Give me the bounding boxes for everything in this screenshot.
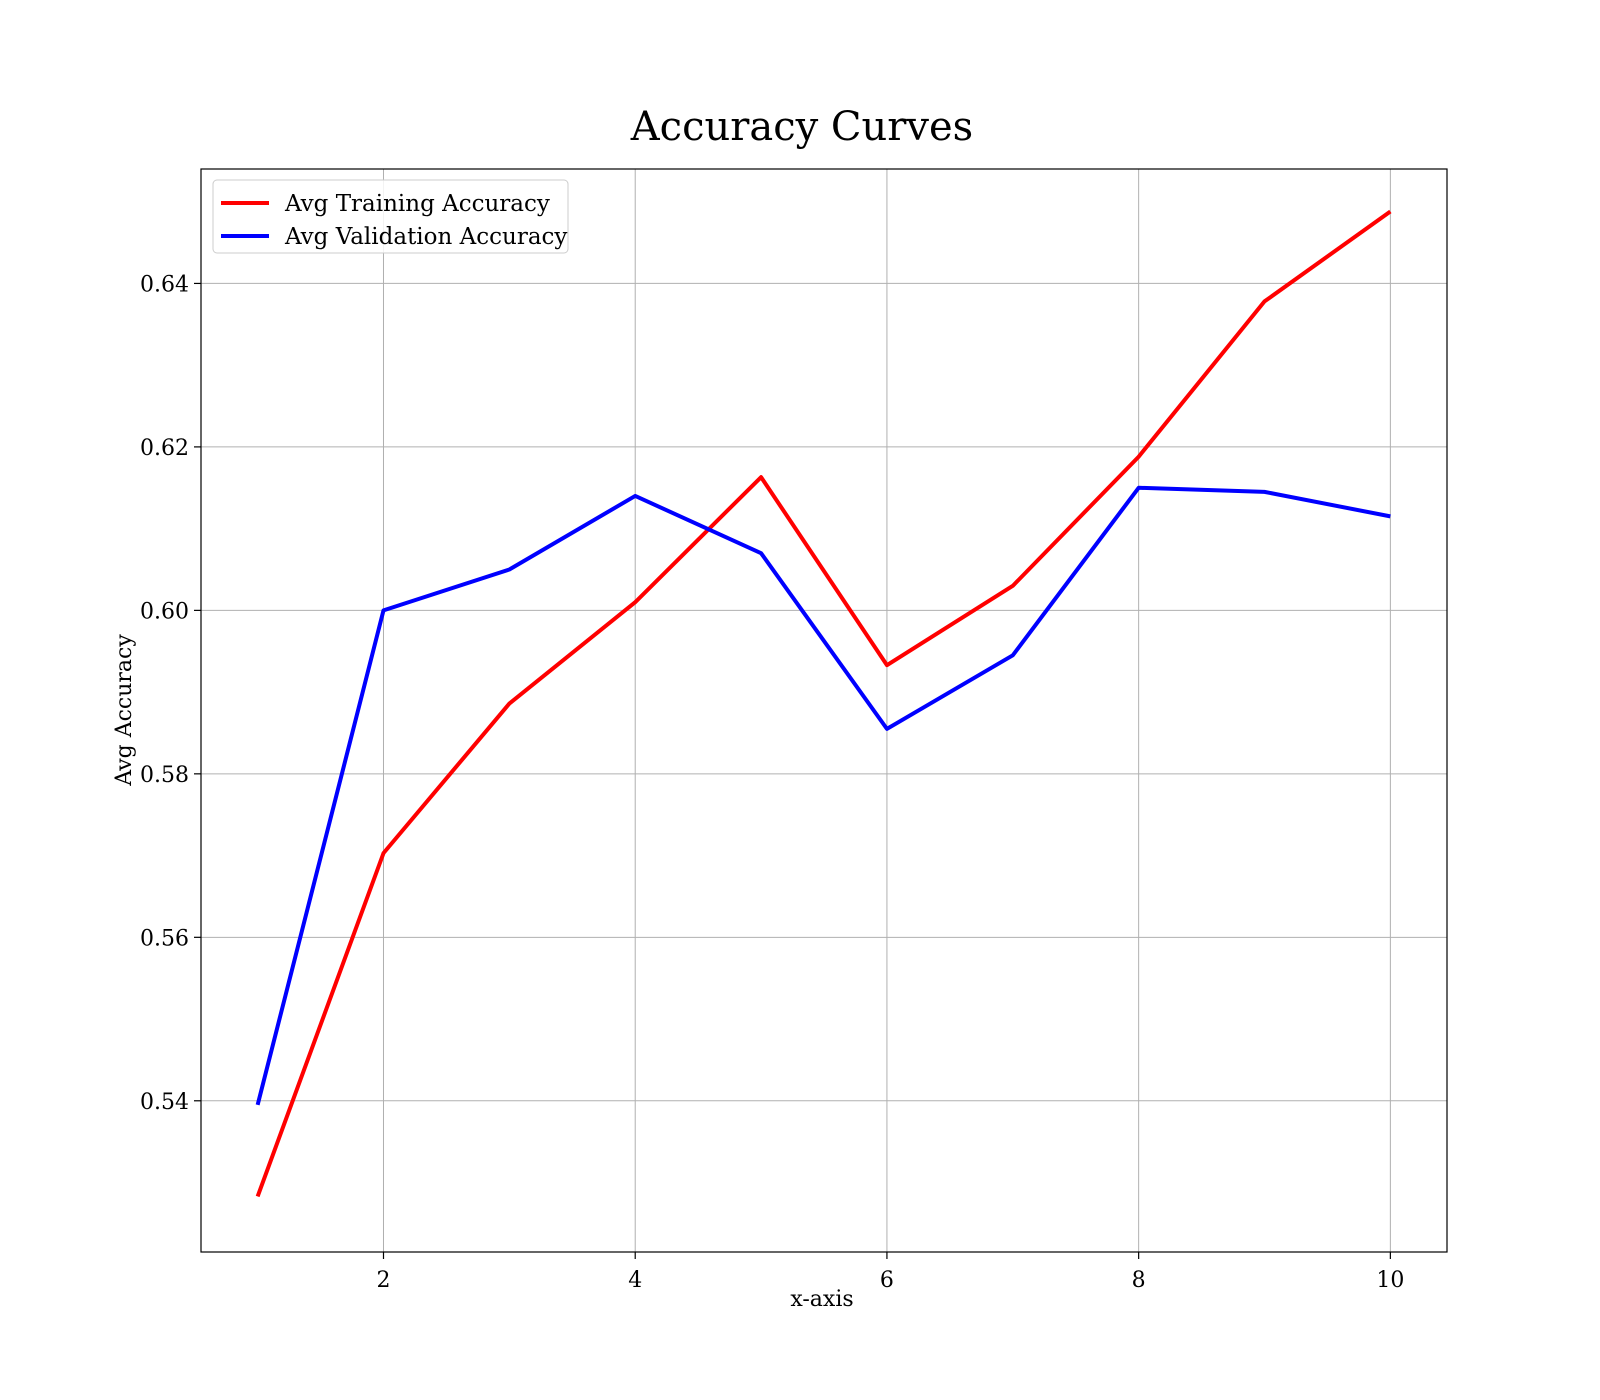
plot-frame xyxy=(200,168,1448,1253)
y-tick-label: 0.54 xyxy=(140,1090,189,1115)
legend-box xyxy=(212,179,569,254)
x-tick-label: 4 xyxy=(628,1268,642,1293)
y-tick-label: 0.60 xyxy=(140,599,189,624)
x-axis-ticks: 2 4 6 8 10 xyxy=(376,1252,1404,1293)
legend-entry-label: Avg Validation Accuracy xyxy=(284,224,567,250)
grid-lines xyxy=(201,169,1447,1252)
x-tick-label: 6 xyxy=(880,1268,894,1293)
y-tick-label: 0.62 xyxy=(140,436,189,461)
series-line-training xyxy=(255,209,1392,1198)
series-lines xyxy=(255,209,1392,1198)
y-axis-label: Avg Accuracy xyxy=(112,634,137,787)
legend-entry-label: Avg Training Accuracy xyxy=(284,191,550,217)
legend: Avg Training Accuracy Avg Validation Accu… xyxy=(212,179,569,254)
y-axis-ticks: 0.54 0.56 0.58 0.60 0.62 0.64 xyxy=(140,272,201,1115)
x-tick-label: 2 xyxy=(376,1268,390,1293)
y-tick-label: 0.56 xyxy=(140,926,189,951)
y-tick-label: 0.64 xyxy=(140,272,189,297)
y-tick-label: 0.58 xyxy=(140,763,189,788)
x-axis-label: x-axis xyxy=(790,1287,853,1312)
x-tick-label: 8 xyxy=(1132,1268,1146,1293)
x-tick-label: 10 xyxy=(1376,1268,1404,1293)
series-line-validation xyxy=(255,485,1391,1106)
chart-title: Accuracy Curves xyxy=(630,104,973,150)
